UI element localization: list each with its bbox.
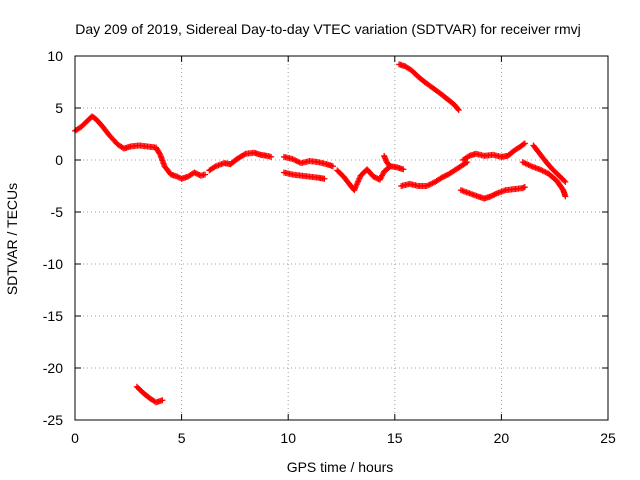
series-track-1: [72, 113, 209, 182]
series-track-11: [519, 159, 569, 200]
data-point-marker: [520, 141, 527, 148]
data-point-marker: [561, 177, 568, 184]
data-point-marker: [211, 164, 218, 171]
series-track-9: [460, 140, 528, 163]
data-point-marker: [329, 163, 336, 170]
y-tick-label: 10: [47, 48, 63, 64]
data-point-marker: [455, 107, 462, 114]
y-tick-label: -20: [43, 360, 63, 376]
series-track-4: [280, 169, 328, 182]
series-track-12: [530, 142, 569, 185]
series-track-10: [457, 184, 528, 202]
series-track-5: [334, 163, 407, 194]
chart-title: Day 209 of 2019, Sidereal Day-to-day VTE…: [75, 21, 580, 37]
y-tick-label: 5: [55, 100, 63, 116]
data-point-marker: [159, 397, 166, 404]
y-tick-label: -5: [51, 204, 64, 220]
x-tick-label: 0: [71, 430, 79, 446]
data-points: [72, 61, 569, 406]
data-point-marker: [521, 184, 528, 191]
series-track-8: [398, 159, 471, 189]
series-track-7: [396, 61, 462, 114]
x-tick-label: 15: [387, 430, 403, 446]
data-point-marker: [156, 150, 163, 157]
plot-frame: [74, 55, 609, 421]
y-tick-label: -25: [43, 412, 63, 428]
y-axis-label: SDTVAR / TECUs: [4, 183, 20, 295]
x-tick-label: 5: [178, 430, 186, 446]
data-point-marker: [521, 140, 528, 147]
series-track-2: [206, 149, 275, 174]
x-tick-label: 25: [600, 430, 616, 446]
x-tick-label: 20: [494, 430, 510, 446]
y-tick-label: -15: [43, 308, 63, 324]
y-tick-label: -10: [43, 256, 63, 272]
data-point-marker: [268, 153, 275, 160]
data-point-marker: [400, 166, 407, 173]
grid: [75, 56, 608, 420]
data-point-marker: [241, 151, 248, 158]
y-tick-label: 0: [55, 152, 63, 168]
data-point-marker: [386, 163, 393, 170]
data-point-marker: [202, 171, 209, 178]
x-tick-label: 10: [280, 430, 296, 446]
x-axis-label: GPS time / hours: [287, 459, 394, 475]
data-point-marker: [385, 161, 392, 168]
data-point-marker: [492, 190, 499, 197]
series-track-6: [381, 152, 393, 170]
data-point-marker: [562, 193, 569, 200]
data-point-marker: [562, 178, 569, 185]
data-point-marker: [454, 106, 461, 113]
ticks: 0 5 10 15 20 25 -25 -20 -15 -10 -5 0 5 10: [43, 48, 616, 446]
series-track-13: [133, 383, 166, 406]
series-track-3: [280, 153, 336, 170]
data-point-marker: [321, 175, 328, 182]
